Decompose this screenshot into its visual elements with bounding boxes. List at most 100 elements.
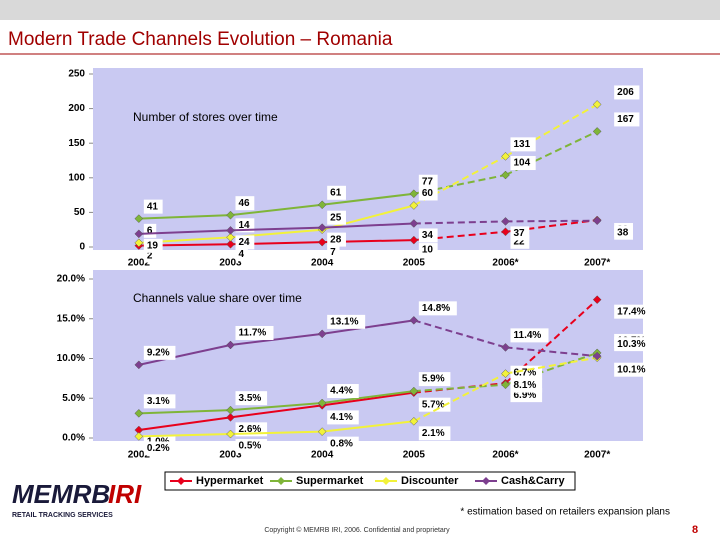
label-box [510,137,536,152]
x-tick-label: 2006* [492,450,518,461]
data-label: 0.2% [147,443,170,454]
line-segment [138,416,231,432]
y-tick-label: 200 [68,103,85,114]
point [409,219,419,228]
data-label: 0.5% [239,441,262,452]
data-label: 38 [617,227,629,238]
y-tick-label: 0.0% [62,433,85,444]
data-label: 7 [330,247,336,258]
point [226,405,235,415]
label-box [327,314,366,329]
line-segment [230,430,323,436]
chart-subtitle: Channels value share over time [133,291,302,305]
line-segment [322,390,414,405]
point [501,369,510,378]
point [134,432,144,441]
data-label: 24 [239,237,251,248]
x-tick-label: 2005 [403,450,426,461]
line-segment [505,356,598,375]
point [226,429,235,439]
data-label: 5.9% [422,374,445,385]
y-tick-label: 50 [74,207,86,218]
point [501,151,510,161]
point [134,214,144,223]
data-label: 167 [617,114,634,125]
data-label: 131 [514,139,531,150]
point [226,226,235,235]
y-tick-label: 100 [68,172,85,183]
point [592,295,602,305]
label-box [418,243,438,258]
label-box [327,210,346,225]
point [592,216,602,226]
logo-tagline: RETAIL TRACKING SERVICES [12,512,113,519]
data-label: 2 [147,250,153,261]
data-label: 25 [330,212,342,223]
data-label: 11.7% [239,328,267,339]
label-box [235,218,255,233]
point [409,201,419,210]
logo-iri: IRI [108,479,142,509]
legend-label: Hypermarket [196,475,264,487]
data-label: 4.4% [330,386,353,397]
point [317,329,327,339]
line-segment [230,203,323,217]
point [226,232,235,242]
point [592,100,602,109]
line-segment [413,220,506,225]
label-box [418,426,451,441]
point [226,210,235,220]
line-segment [413,383,506,393]
data-label: 19 [147,240,159,251]
data-label: 28 [330,234,342,245]
data-label: 46 [239,198,251,209]
line-segment [322,192,414,206]
label-box [235,196,255,211]
point [501,170,510,180]
line-segment [230,402,323,412]
data-label: 17.4% [617,306,645,317]
label-box [327,232,346,247]
plot-area [93,68,643,250]
label-box [235,391,268,406]
label-box [614,304,653,319]
series: 19 24 28 34 37 38 [134,216,633,253]
point [134,360,144,370]
label-box [327,410,359,425]
data-label: 10 [422,245,434,256]
top-band [0,0,720,20]
point [409,189,419,199]
label-box [510,365,543,380]
label-box [614,225,633,240]
line-segment [138,344,231,366]
point [501,380,510,390]
data-label: 60 [422,188,434,199]
label-box [418,186,438,201]
label-box [614,337,653,352]
point [409,235,419,245]
label-box [235,235,255,250]
x-tick-label: 2004 [311,450,334,461]
label-box [418,174,438,189]
point [592,351,602,361]
label-box [614,112,640,127]
line-segment [230,226,323,232]
line-segment [505,219,598,223]
line-segment [230,332,323,346]
series: 0.2% 0.5% 0.8% 2.1% 8.1% 10.1% [134,353,653,456]
line-segment [138,433,231,438]
label-box [510,378,543,393]
data-label: 77 [422,176,434,187]
legend-label: Discounter [401,475,459,487]
data-label: 0.8% [330,438,353,449]
point [409,416,419,426]
label-box [510,226,530,241]
point [592,127,602,136]
data-label: 4.1% [330,412,353,423]
legend-marker [177,477,185,485]
label-box [418,228,438,243]
label-box [143,394,176,409]
label-box [418,397,451,412]
x-tick-label: 2006* [492,258,518,269]
slide-title: Modern Trade Channels Evolution – Romani… [8,29,393,50]
